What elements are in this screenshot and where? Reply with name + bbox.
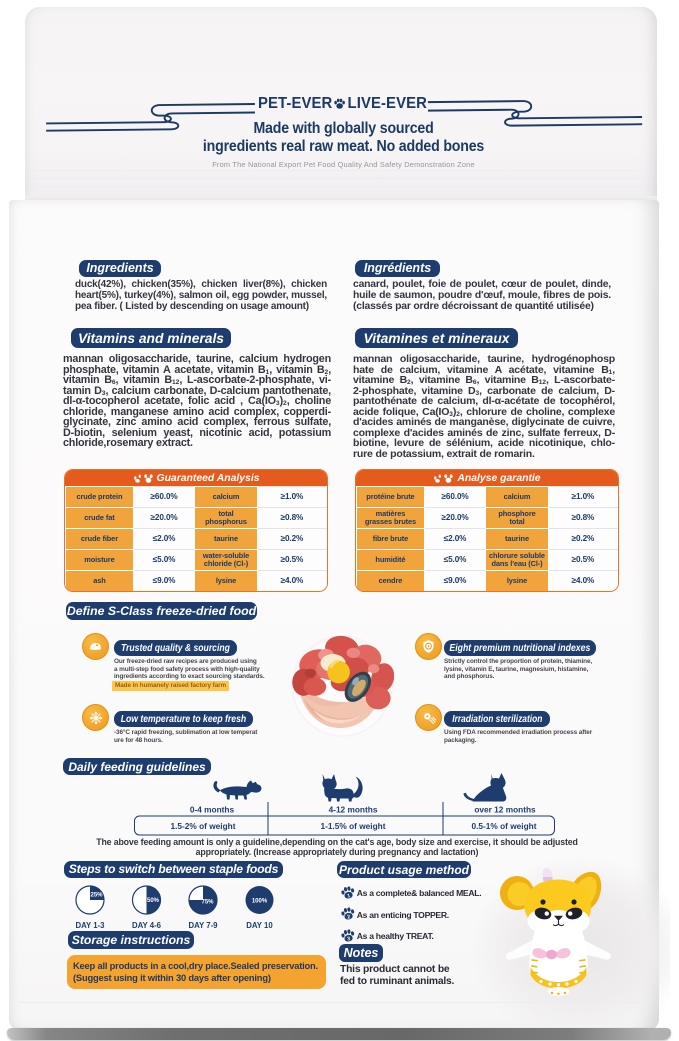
svg-text:over 12 months: over 12 months	[474, 805, 536, 815]
svg-text:2: 2	[347, 914, 351, 920]
svg-text:DAY 10: DAY 10	[246, 921, 273, 930]
svg-text:DAY 4-6: DAY 4-6	[132, 921, 162, 930]
svg-text:3: 3	[347, 936, 351, 942]
svg-text:25%: 25%	[90, 893, 103, 899]
svg-text:0-4 months: 0-4 months	[190, 805, 235, 815]
svg-text:DAY 1-3: DAY 1-3	[75, 921, 105, 930]
svg-text:1: 1	[347, 893, 351, 899]
svg-text:4-12 months: 4-12 months	[329, 805, 378, 815]
svg-text:50%: 50%	[147, 898, 160, 904]
svg-text:75%: 75%	[201, 900, 214, 906]
svg-text:0.5-1% of weight: 0.5-1% of weight	[471, 821, 536, 831]
svg-text:DAY 7-9: DAY 7-9	[188, 921, 218, 930]
svg-text:1.5-2% of weight: 1.5-2% of weight	[170, 821, 235, 831]
svg-text:1-1.5% of weight: 1-1.5% of weight	[320, 821, 385, 831]
svg-text:100%: 100%	[252, 899, 268, 905]
